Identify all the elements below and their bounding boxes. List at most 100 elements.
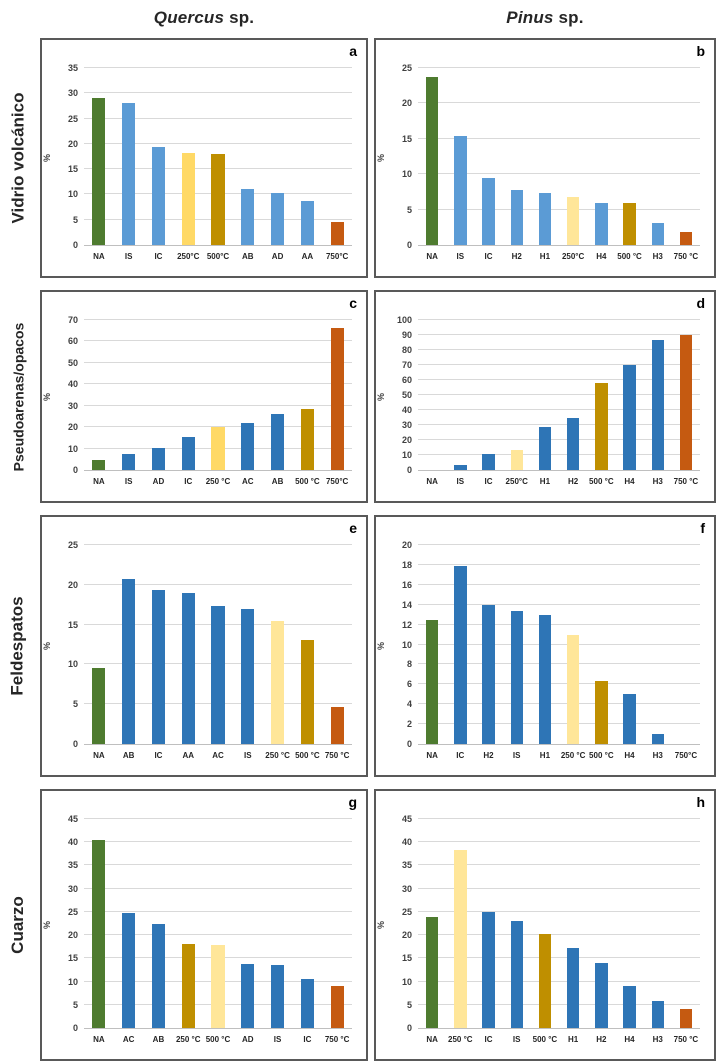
gridline: [84, 934, 352, 936]
gridline: [418, 394, 700, 395]
y-tick-label: 18: [401, 559, 412, 570]
y-tick-label: 10: [67, 443, 78, 454]
gridline: [418, 563, 700, 565]
gridline: [418, 583, 700, 585]
gridline: [84, 841, 352, 843]
x-axis-labels: NA IC H2 IS H1 250 °C 500 °C H4 H3 750°C: [418, 744, 700, 770]
x-tick-label: 250 °C: [560, 751, 586, 760]
x-tick-label: AB: [242, 252, 254, 261]
panel-letter: f: [700, 520, 705, 536]
y-tick-label: 15: [67, 164, 78, 175]
bar-is: [241, 608, 255, 744]
bar-slot: [263, 545, 293, 744]
gridline: [84, 426, 352, 428]
y-tick-label: 10: [67, 189, 78, 200]
gridline: [418, 424, 700, 425]
y-tick-label: 15: [67, 953, 78, 964]
bar-slot: [418, 68, 446, 245]
y-axis-label: %: [376, 920, 387, 930]
gridline: [418, 379, 700, 380]
x-tick-label: 750°C: [325, 252, 349, 261]
y-tick-label: 0: [72, 240, 78, 250]
bar-slot: [173, 819, 203, 1028]
x-tick-label: 750°C: [325, 477, 349, 486]
y-tick-label: 25: [67, 113, 78, 124]
bar-slot: [84, 68, 114, 245]
x-tick-label: 500 °C: [617, 252, 642, 261]
x-tick-label: IC: [484, 1035, 493, 1044]
bar-h3: [651, 1000, 664, 1028]
column-header-quercus: Quercus sp.: [40, 8, 368, 38]
x-tick-label: H2: [596, 1035, 607, 1044]
x-tick-label: NA: [93, 751, 105, 760]
bar-slot: [418, 320, 446, 470]
bars: [84, 545, 352, 744]
y-tick-label: 45: [401, 814, 412, 824]
bar-slot: [531, 545, 559, 744]
y-tick-label: 50: [67, 357, 78, 368]
chart-panel-f: f % 0 2 4 6 8 10 12 14 16 18 20 NA IC H2 IS H1 250 °C 500…: [374, 515, 716, 777]
gridline: [418, 887, 700, 889]
bar-500°c: [211, 153, 225, 245]
y-tick-label: 70: [67, 315, 78, 325]
bar-slot: [446, 320, 474, 470]
plot-area: 0 2 4 6 8 10 12 14 16 18 20 NA IC H2 IS H1 250 °C 500 °C H…: [402, 540, 700, 760]
x-tick-label: NA: [426, 751, 438, 760]
x-tick-label: 750 °C: [673, 477, 699, 486]
bar-slot: [144, 68, 174, 245]
bars: [84, 320, 352, 470]
bar-750°c: [330, 707, 344, 744]
bar-slot: [144, 545, 174, 744]
x-tick-label: IS: [456, 477, 465, 486]
x-axis-labels: NA 250 °C IC IS 500 °C H1 H2 H4 H3 750 °C: [418, 1028, 700, 1054]
x-tick-label: NA: [426, 1035, 438, 1044]
x-tick-label: 500 °C: [589, 477, 614, 486]
y-tick-label: 20: [67, 579, 78, 590]
x-tick-label: H4: [596, 252, 607, 261]
bar-ic: [482, 454, 495, 470]
chart-panel-h: h % 0 5 10 15 20 25 30 35 40 45 NA 250 °C IC IS 500 °C…: [374, 789, 716, 1061]
x-tick-label: 500 °C: [532, 1035, 558, 1044]
y-tick-label: 0: [72, 1023, 78, 1033]
bar-is: [454, 464, 467, 470]
bar-ac: [122, 913, 136, 1028]
gridline: [418, 957, 700, 959]
y-tick-label: 60: [67, 336, 78, 347]
y-tick-label: 40: [401, 405, 412, 415]
bar-h1: [538, 614, 552, 744]
bar-500°c: [595, 681, 608, 744]
gridline: [84, 92, 352, 94]
y-tick-label: 35: [401, 860, 412, 871]
x-tick-label: 250°C: [505, 477, 528, 486]
y-tick-label: 35: [67, 860, 78, 871]
bar-slot: [263, 819, 293, 1028]
x-tick-label: 500 °C: [205, 1035, 231, 1044]
panel-letter: g: [348, 794, 357, 810]
bar-slot: [263, 68, 293, 245]
y-tick-label: 100: [396, 315, 412, 325]
chart-panel-c: c % 0 10 20 30 40 50 60 70 NA IS AD IC 250 °C AC AB 500…: [40, 290, 368, 503]
gridline: [418, 663, 700, 665]
x-tick-label: 750 °C: [673, 1035, 699, 1044]
bar-500°c: [623, 202, 636, 245]
bar-slot: [559, 320, 587, 470]
panel-letter: e: [349, 520, 357, 536]
y-tick-label: 5: [72, 999, 78, 1010]
x-tick-label: 250 °C: [448, 1035, 473, 1044]
bar-slot: [474, 320, 502, 470]
bar-slot: [233, 819, 263, 1028]
x-tick-label: AB: [271, 477, 284, 486]
x-tick-label: H3: [652, 751, 663, 760]
x-tick-label: H4: [624, 477, 635, 486]
y-tick-label: 5: [406, 204, 412, 215]
bar-h4: [595, 202, 608, 245]
gridline: [418, 364, 700, 365]
x-tick-label: NA: [426, 252, 438, 261]
y-tick-label: 40: [67, 379, 78, 390]
bar-slot: [587, 320, 615, 470]
gridline: [84, 383, 352, 385]
x-tick-label: AC: [212, 751, 224, 760]
gridline: [418, 67, 700, 68]
gridline: [84, 319, 352, 320]
bar-slot: [292, 320, 322, 470]
